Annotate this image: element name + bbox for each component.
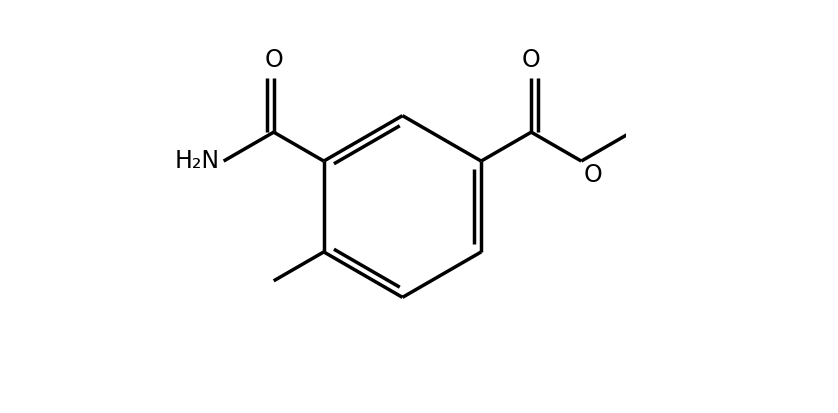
Text: O: O — [264, 48, 283, 72]
Text: O: O — [522, 48, 541, 72]
Text: H₂N: H₂N — [174, 149, 220, 173]
Text: O: O — [583, 163, 603, 187]
